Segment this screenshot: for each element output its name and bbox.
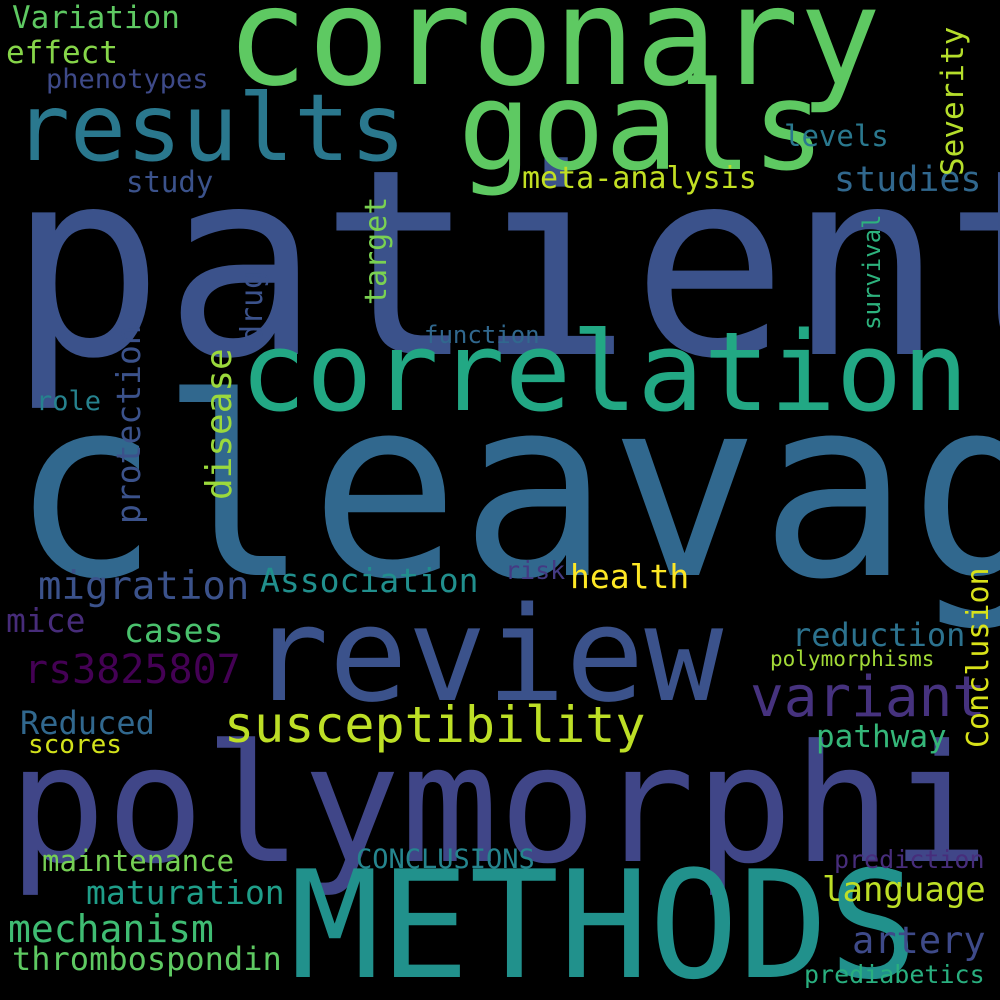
word-Variation: Variation (12, 0, 180, 36)
word-protection: protection (109, 325, 148, 524)
word-Reduced: Reduced (20, 704, 155, 742)
word-rs3825807: rs3825807 (24, 647, 241, 693)
word-mice: mice (6, 601, 86, 640)
word-polymorphism: polymorphism (8, 711, 1000, 900)
word-studies: studies (834, 160, 982, 200)
word-CONCLUSIONS: CONCLUSIONS (356, 844, 535, 875)
word-effect: effect (6, 35, 118, 71)
word-reduction: reduction (792, 616, 966, 654)
word-maintenance: maintenance (42, 844, 235, 878)
word-susceptibility: susceptibility (224, 696, 646, 754)
word-results: results (14, 74, 406, 182)
word-review: review (250, 578, 724, 731)
word-health: health (570, 557, 690, 596)
word-artery: artery (852, 919, 986, 962)
word-prediction: prediction (834, 845, 985, 874)
word-disease: disease (199, 348, 240, 500)
word-mechanism: mechanism (8, 907, 214, 951)
word-meta-analysis: meta-analysis (522, 161, 757, 196)
word-cleavage: cleavage (10, 344, 1000, 634)
word-maturation: maturation (86, 873, 285, 912)
word-language: language (822, 870, 986, 910)
word-coronary: coronary (226, 0, 882, 117)
word-target: target (359, 196, 394, 305)
word-METHODS: METHODS (290, 840, 918, 1000)
word-goals: goals (458, 56, 826, 198)
word-variant: variant (750, 665, 987, 730)
word-correlation: correlation (240, 308, 969, 436)
word-scores: scores (28, 730, 122, 760)
word-patients: patients (8, 115, 1000, 416)
word-migration: migration (38, 564, 250, 609)
word-role: role (36, 386, 102, 417)
word-prediabetics: prediabetics (804, 960, 985, 989)
word-thrombospondin: thrombospondin (12, 940, 282, 978)
word-Conclusion: Conclusion (961, 567, 996, 748)
word-Severity: Severity (935, 26, 971, 176)
word-drug: drug (235, 270, 270, 343)
word-polymorphisms: polymorphisms (770, 647, 935, 671)
word-study: study (126, 165, 214, 199)
word-cases: cases (124, 611, 224, 650)
word-survival: survival (858, 214, 886, 330)
word-pathway: pathway (816, 719, 947, 755)
word-phenotypes: phenotypes (46, 64, 209, 95)
word-function: function (424, 321, 540, 349)
word-Association: Association (260, 561, 479, 600)
word-risk: risk (505, 556, 566, 585)
word-levels: levels (784, 119, 889, 153)
